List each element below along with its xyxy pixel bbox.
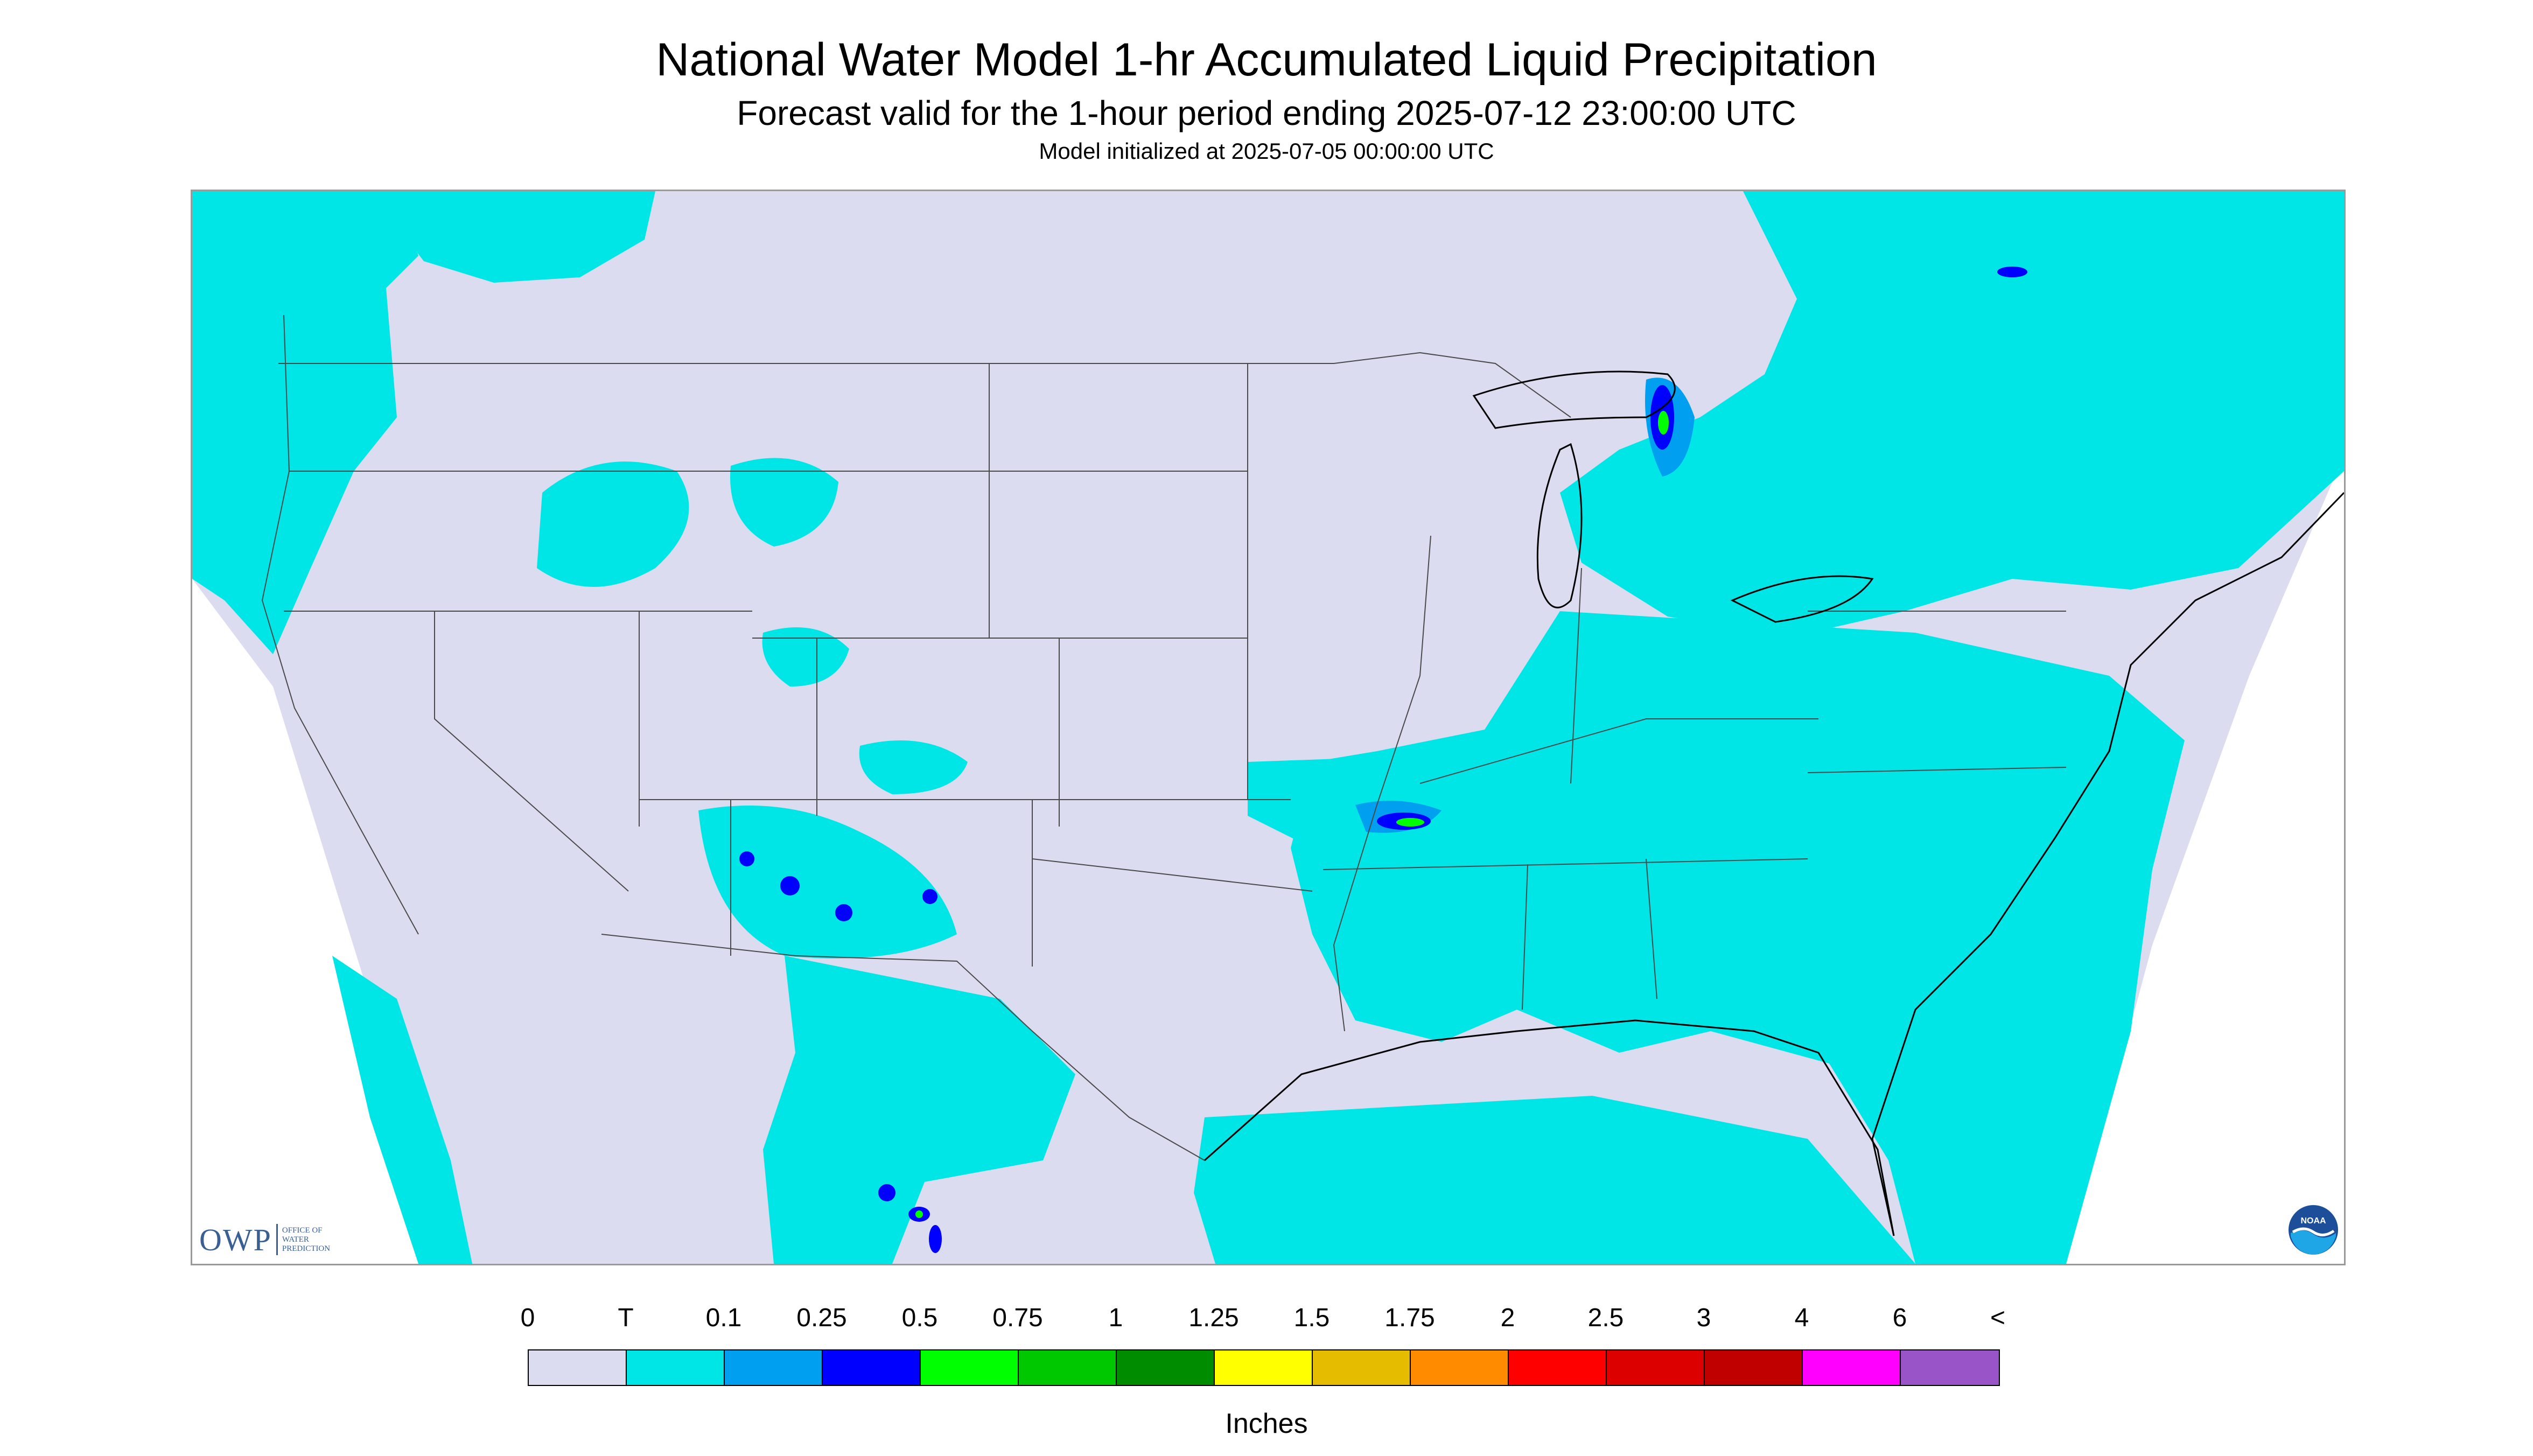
precip-area-colorado bbox=[859, 740, 968, 794]
cell-nm-4 bbox=[922, 889, 937, 904]
legend-label-0: 0 bbox=[520, 1304, 535, 1332]
precip-area-pnw-2 bbox=[370, 191, 655, 283]
precip-area-southwest bbox=[698, 806, 957, 958]
owp-text-line-1: OFFICE OF bbox=[282, 1226, 323, 1235]
precip-area-east bbox=[1291, 611, 2185, 1264]
border-ok-tx bbox=[1032, 858, 1313, 892]
legend-swatch-11 bbox=[1607, 1350, 1705, 1385]
cell-mexico-3 bbox=[929, 1225, 942, 1253]
border-ca-nv bbox=[434, 611, 629, 892]
owp-text-line-3: PREDICTION bbox=[282, 1244, 331, 1253]
border-va-nc bbox=[1807, 767, 2067, 773]
coastlines bbox=[1204, 370, 2344, 1236]
border-oh-river bbox=[1419, 718, 1818, 784]
legend-swatch-4 bbox=[921, 1350, 1019, 1385]
legend-label-15: < bbox=[1990, 1304, 2006, 1332]
legend-swatch-12 bbox=[1705, 1350, 1803, 1385]
border-west-coast bbox=[261, 314, 419, 935]
owp-office-text: OFFICE OF WATER PREDICTION bbox=[282, 1226, 330, 1254]
coast-atlantic bbox=[1871, 492, 2344, 1236]
legend-label-8: 1.5 bbox=[1293, 1304, 1330, 1332]
legend-labels: 0 T 0.1 0.25 0.5 0.75 1 1.25 1.5 1.75 2 2.5 3 4 6 < bbox=[0, 1303, 2533, 1335]
legend-swatch-0 bbox=[529, 1350, 627, 1385]
legend-label-1: T bbox=[618, 1304, 634, 1332]
precip-area-gulf bbox=[1194, 1096, 1915, 1264]
cell-nm-2 bbox=[780, 876, 800, 895]
border-mississippi bbox=[1333, 535, 1431, 1032]
legend-swatch-3 bbox=[823, 1350, 921, 1385]
cell-mexico-1 bbox=[878, 1184, 895, 1201]
precip-heavy-cells bbox=[739, 267, 2027, 1253]
owp-text-line-2: WATER bbox=[282, 1235, 309, 1244]
legend-swatch-9 bbox=[1411, 1350, 1509, 1385]
legend-swatch-2 bbox=[725, 1350, 823, 1385]
owp-logo: OWP OFFICE OF WATER PREDICTION bbox=[199, 1222, 330, 1257]
precipitation-map bbox=[191, 190, 2346, 1265]
coast-lake-michigan bbox=[1536, 443, 1583, 608]
legend-units: Inches bbox=[1225, 1408, 1308, 1439]
coast-lake-erie bbox=[1730, 575, 1874, 623]
forecast-valid-subtitle: Forecast valid for the 1-hour period end… bbox=[737, 94, 1796, 132]
map-svg bbox=[192, 191, 2344, 1264]
legend-label-11: 2.5 bbox=[1587, 1304, 1624, 1332]
legend-label-6: 1 bbox=[1108, 1304, 1123, 1332]
coast-gulf bbox=[1204, 1019, 1895, 1236]
legend-label-13: 4 bbox=[1794, 1304, 1809, 1332]
border-ga-al bbox=[1646, 858, 1657, 999]
legend-label-10: 2 bbox=[1500, 1304, 1515, 1332]
noaa-logo: NOAA bbox=[2289, 1205, 2338, 1255]
legend-label-4: 0.5 bbox=[901, 1304, 938, 1332]
precip-area-texas-mexico bbox=[763, 956, 1075, 1264]
border-al-ms bbox=[1522, 864, 1528, 1010]
legend-label-14: 6 bbox=[1892, 1304, 1907, 1332]
cell-kansas-core bbox=[1396, 818, 1424, 827]
cell-mexico-2-core bbox=[915, 1210, 923, 1218]
legend-swatch-10 bbox=[1509, 1350, 1607, 1385]
map-title: National Water Model 1-hr Accumulated Li… bbox=[656, 34, 1877, 86]
coast-lake-superior bbox=[1472, 370, 1676, 429]
border-us-mexico bbox=[601, 934, 1205, 1161]
precip-area-montana bbox=[537, 461, 689, 587]
legend-swatch-1 bbox=[627, 1350, 725, 1385]
legend-label-12: 3 bbox=[1696, 1304, 1711, 1332]
precip-area-montana-2 bbox=[730, 458, 838, 547]
legend-swatch-7 bbox=[1215, 1350, 1313, 1385]
legend-color-bar bbox=[528, 1349, 2000, 1386]
legend-swatch-14 bbox=[1901, 1350, 1999, 1385]
cell-nm-3 bbox=[835, 904, 852, 921]
legend-swatch-8 bbox=[1313, 1350, 1411, 1385]
precip-area-pnw bbox=[192, 191, 418, 654]
owp-separator bbox=[276, 1224, 278, 1255]
legend-label-3: 0.25 bbox=[796, 1304, 847, 1332]
precip-area-wyoming bbox=[762, 627, 849, 687]
model-initialized-line: Model initialized at 2025-07-05 00:00:00… bbox=[1039, 138, 1494, 164]
legend-swatch-6 bbox=[1117, 1350, 1215, 1385]
cell-upper-michigan-core bbox=[1658, 411, 1669, 435]
border-us-canada bbox=[278, 352, 1571, 418]
legend-label-9: 1.75 bbox=[1384, 1304, 1435, 1332]
state-borders bbox=[261, 314, 2067, 1161]
border-il-in bbox=[1570, 568, 1582, 784]
owp-letters: OWP bbox=[199, 1222, 272, 1257]
cell-nm-1 bbox=[739, 851, 754, 866]
legend-label-5: 0.75 bbox=[992, 1304, 1043, 1332]
cell-hudson-bay bbox=[1997, 267, 2027, 277]
noaa-logo-text: NOAA bbox=[2300, 1216, 2326, 1226]
precip-area-northeast bbox=[1560, 191, 2344, 638]
precip-area-mexico-west bbox=[332, 956, 472, 1264]
border-tn-south bbox=[1323, 858, 1808, 870]
legend-swatch-5 bbox=[1019, 1350, 1117, 1385]
legend-label-7: 1.25 bbox=[1188, 1304, 1239, 1332]
legend-label-2: 0.1 bbox=[705, 1304, 742, 1332]
legend-swatch-13 bbox=[1803, 1350, 1901, 1385]
precip-light-areas bbox=[192, 191, 2344, 1264]
